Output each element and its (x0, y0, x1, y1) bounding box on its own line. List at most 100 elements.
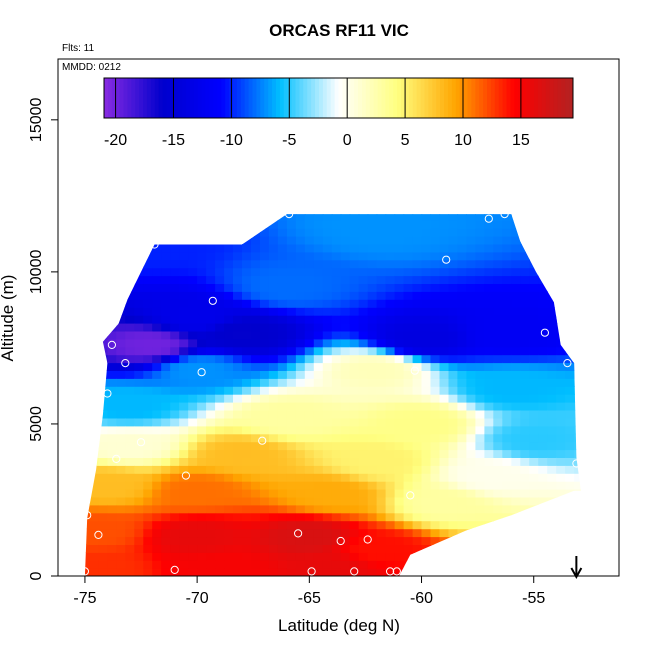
field-cell (538, 441, 548, 451)
field-cell (556, 481, 566, 490)
field-cell (502, 299, 512, 308)
field-cell (215, 267, 225, 277)
field-cell (170, 449, 180, 458)
field-cell (538, 283, 548, 292)
colorbar-segment (311, 78, 316, 118)
field-cell (89, 299, 99, 308)
field-cell (331, 259, 342, 269)
field-cell (466, 307, 476, 316)
field-cell (403, 346, 414, 356)
field-cell (430, 291, 441, 300)
field-cell (89, 267, 99, 277)
field-cell (98, 354, 108, 364)
field-cell (448, 512, 459, 522)
field-cell (206, 441, 216, 451)
field-cell (421, 552, 432, 561)
field-cell (331, 315, 342, 324)
field-cell (188, 473, 198, 482)
field-cell (251, 489, 261, 498)
field-cell (385, 536, 396, 545)
field-cell (529, 243, 539, 253)
field-cell (125, 370, 135, 379)
field-cell (206, 496, 216, 506)
field-cell (304, 552, 315, 561)
field-cell (367, 267, 378, 277)
field-cell (367, 243, 378, 253)
field-cell (457, 323, 467, 332)
colorbar-segment (338, 78, 343, 118)
field-cell (305, 204, 315, 213)
field-cell (511, 378, 521, 387)
field-cell (152, 528, 162, 538)
field-cell (412, 362, 423, 371)
field-cell (457, 481, 467, 490)
field-cell (574, 386, 581, 395)
field-cell (322, 386, 333, 395)
field-cell (206, 346, 216, 356)
field-cell (493, 370, 503, 379)
field-cell (385, 481, 396, 490)
field-cell (242, 362, 252, 371)
field-cell (116, 204, 126, 213)
field-cell (430, 283, 441, 292)
field-cell (295, 536, 306, 545)
colorbar-segment (107, 78, 113, 118)
field-cell (340, 330, 351, 340)
field-cell (84, 520, 90, 530)
field-cell (277, 362, 288, 371)
field-cell (493, 251, 503, 261)
field-cell (331, 568, 342, 576)
field-cell (286, 251, 297, 261)
field-cell (161, 251, 171, 261)
field-cell (84, 402, 90, 411)
field-cell (556, 283, 566, 292)
field-cell (152, 536, 162, 545)
field-cell (188, 504, 198, 514)
field-cell (547, 228, 557, 237)
field-cell (493, 236, 503, 245)
field-cell (313, 520, 324, 530)
field-cell (179, 307, 189, 316)
field-cell (331, 291, 342, 300)
field-cell (322, 544, 333, 553)
field-cell (349, 417, 360, 427)
field-cell (449, 204, 459, 213)
observation-point (294, 529, 303, 538)
field-cell (89, 449, 99, 458)
field-cell (340, 267, 351, 277)
colorbar-segment (537, 78, 543, 118)
colorbar-segment (232, 78, 238, 118)
field-cell (233, 299, 243, 308)
field-cell (242, 354, 252, 364)
field-cell (125, 394, 135, 403)
field-cell (242, 528, 252, 538)
field-cell (547, 330, 557, 340)
field-cell (89, 402, 99, 411)
field-cell (358, 402, 369, 411)
field-cell (125, 504, 135, 514)
field-cell (502, 568, 512, 576)
field-cell (188, 291, 198, 300)
field-cell (529, 496, 539, 506)
field-cell (457, 489, 467, 498)
field-cell (322, 528, 333, 538)
field-cell (403, 560, 414, 569)
field-cell (484, 362, 494, 371)
field-cell (439, 457, 450, 466)
field-cell (215, 481, 225, 490)
field-cell (134, 441, 144, 451)
field-cell (448, 504, 459, 514)
field-cell (322, 299, 333, 308)
field-cell (421, 512, 432, 522)
field-cell (340, 259, 351, 269)
field-cell (340, 228, 351, 237)
colorbar-segment (193, 78, 199, 118)
field-cell (358, 291, 369, 300)
field-cell (511, 496, 521, 506)
field-cell (376, 346, 387, 356)
field-cell (358, 330, 369, 340)
field-cell (268, 291, 279, 300)
field-cell (385, 544, 396, 553)
field-cell (277, 402, 288, 411)
field-cell (457, 204, 467, 213)
